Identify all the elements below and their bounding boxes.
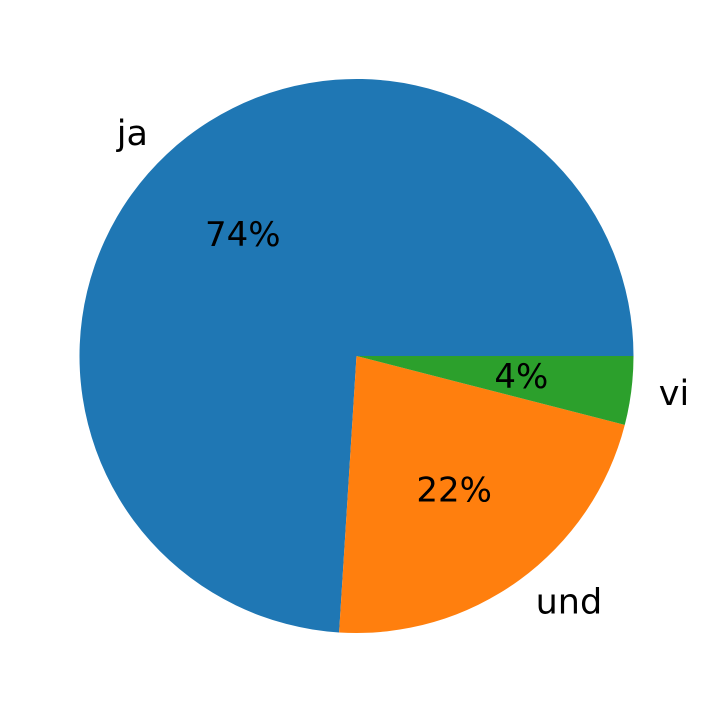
pie-slice-und [339, 356, 625, 633]
pie-slice-vi [356, 356, 634, 425]
slice-pct-ja: 74% [205, 215, 281, 255]
slice-pct-vi: 4% [494, 357, 548, 397]
pie-slices [79, 78, 634, 633]
slice-label-und: und [536, 583, 603, 623]
slice-pct-und: 22% [416, 470, 492, 510]
slice-label-vi: vi [659, 374, 689, 414]
pie-slice-ja [79, 78, 634, 633]
slice-label-ja: ja [116, 114, 148, 154]
pie-labels: ja 74% und 22% vi 4% [116, 114, 689, 623]
